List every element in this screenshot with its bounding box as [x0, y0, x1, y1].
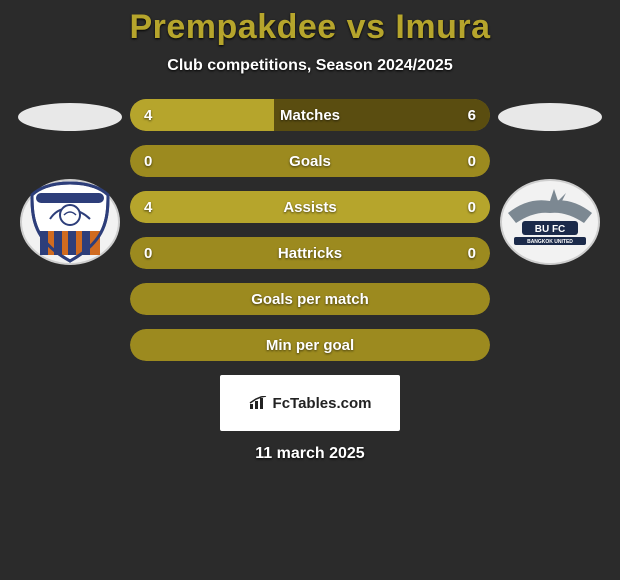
- crest-right-icon: BU FC BANGKOK UNITED: [500, 179, 600, 265]
- svg-text:BANGKOK UNITED: BANGKOK UNITED: [527, 239, 573, 245]
- page-subtitle: Club competitions, Season 2024/2025: [167, 57, 452, 75]
- stat-value-left: 4: [144, 199, 152, 216]
- stat-row: Goals per match: [130, 283, 490, 315]
- stat-value-right: 6: [468, 107, 476, 124]
- crest-right: BU FC BANGKOK UNITED: [500, 179, 600, 265]
- player-ball-right: [498, 103, 602, 131]
- stat-row: 0 0 Goals: [130, 145, 490, 177]
- footer-attribution: FcTables.com: [220, 375, 400, 431]
- stat-value-left: 0: [144, 153, 152, 170]
- stat-row: 4 6 Matches: [130, 99, 490, 131]
- stat-label: Hattricks: [278, 245, 342, 262]
- page-title: Prempakdee vs Imura: [129, 8, 490, 47]
- stat-value-right: 0: [468, 199, 476, 216]
- player-ball-left: [18, 103, 122, 131]
- svg-text:BU FC: BU FC: [535, 224, 566, 235]
- main-row: 4 6 Matches 0 0 Goals 4 0 Assists 0 0 Hattricks Goal…: [0, 99, 620, 361]
- stat-row: Min per goal: [130, 329, 490, 361]
- stat-value-left: 0: [144, 245, 152, 262]
- crest-left-icon: [20, 179, 120, 265]
- date-text: 11 march 2025: [255, 445, 364, 463]
- chart-icon: [249, 396, 267, 410]
- stat-value-left: 4: [144, 107, 152, 124]
- stat-row: 0 0 Hattricks: [130, 237, 490, 269]
- stat-label: Goals: [289, 153, 331, 170]
- stat-label: Assists: [283, 199, 336, 216]
- stats-column: 4 6 Matches 0 0 Goals 4 0 Assists 0 0 Hattricks Goal…: [130, 99, 490, 361]
- stat-value-right: 0: [468, 153, 476, 170]
- right-side: BU FC BANGKOK UNITED: [490, 99, 610, 265]
- stat-row: 4 0 Assists: [130, 191, 490, 223]
- stat-label: Goals per match: [251, 291, 369, 308]
- crest-left: [20, 179, 120, 265]
- stat-value-right: 0: [468, 245, 476, 262]
- footer-text: FcTables.com: [273, 395, 372, 412]
- stat-label: Matches: [280, 107, 340, 124]
- stat-label: Min per goal: [266, 337, 354, 354]
- left-side: [10, 99, 130, 265]
- vs-infographic: Prempakdee vs Imura Club competitions, S…: [0, 0, 620, 463]
